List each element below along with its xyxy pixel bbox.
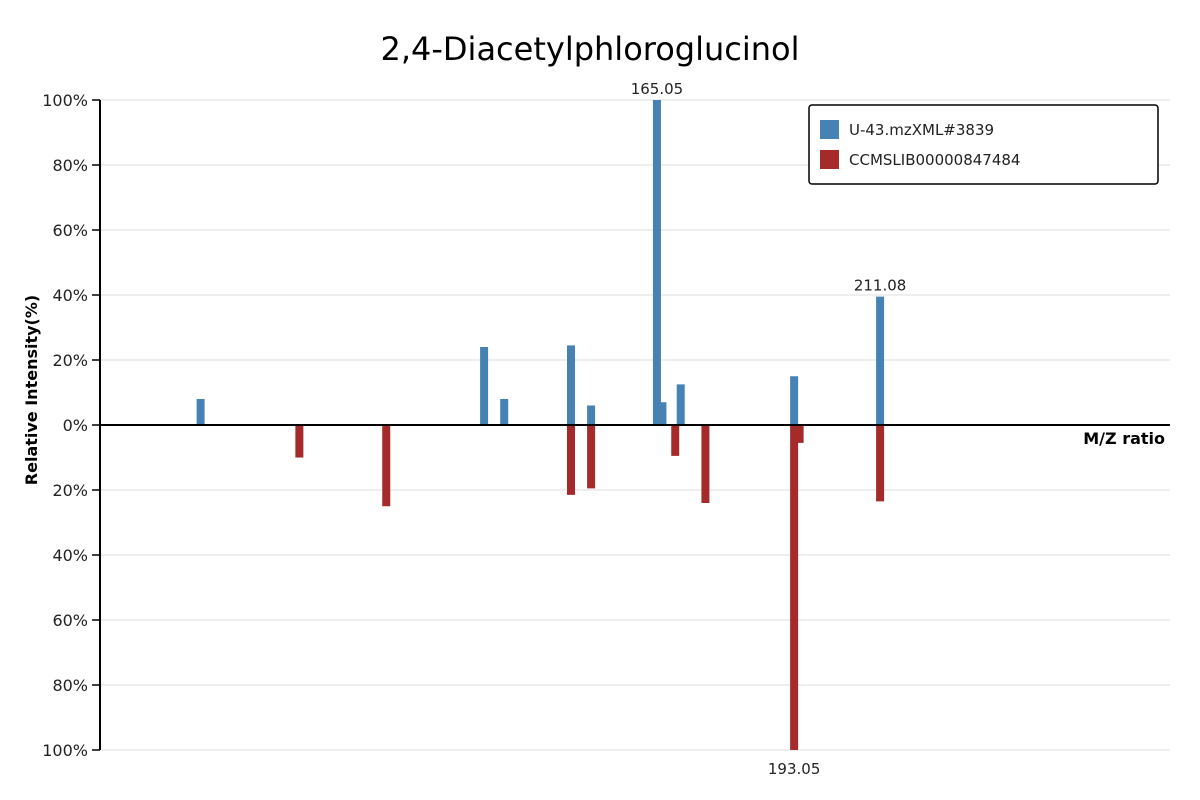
library-peak-bar [876,425,885,502]
library-peak-bar [566,425,575,495]
query-peak-bar [196,399,205,425]
y-tick-label: 100% [42,91,88,110]
library-peak-bar [790,425,799,750]
query-peak-bar [652,100,661,425]
y-tick-label: 100% [42,741,88,760]
library-peak-bar [587,425,596,489]
y-axis-title: Relative Intensity(%) [22,295,41,485]
y-tick-label: 0% [63,416,88,435]
peak-labels: 165.05 211.08 193.05 [631,80,907,778]
y-tick-label: 20% [52,481,88,500]
library-peak-bar [295,425,304,458]
y-tick-label: 40% [52,286,88,305]
library-peak-bar [671,425,680,456]
y-tick-label: 60% [52,221,88,240]
peak-label: 165.05 [631,80,684,98]
y-tick-label: 80% [52,676,88,695]
query-peak-bar [587,405,596,425]
peak-bars [196,100,885,750]
legend-label-series-1: U-43.mzXML#3839 [849,121,994,139]
chart-title: 2,4-Diacetylphloroglucinol [380,30,799,68]
library-peak-bar [701,425,710,503]
legend-box [808,104,1159,185]
library-peak-bar [382,425,391,507]
query-peak-bar [790,376,799,425]
query-peak-bar [658,402,667,425]
grid-lines [100,99,1170,751]
y-tick-labels: 100% 80% 60% 40% 20% 0% 20% 40% 60% 80% 100% [42,91,100,760]
y-tick-label: 20% [52,351,88,370]
legend-swatch-series-2 [820,150,839,169]
y-tick-label: 60% [52,611,88,630]
query-peak-bar [500,399,509,425]
legend: U-43.mzXML#3839 CCMSLIB00000847484 [808,104,1159,185]
library-peak-bar [795,425,804,443]
legend-label-series-2: CCMSLIB00000847484 [849,151,1020,169]
axes [99,100,1170,750]
y-tick-label: 80% [52,156,88,175]
peak-label: 193.05 [768,760,821,778]
x-axis-title: M/Z ratio [1083,429,1165,448]
y-tick-label: 40% [52,546,88,565]
query-peak-bar [876,296,885,425]
legend-swatch-series-1 [820,120,839,139]
peak-label: 211.08 [854,277,907,295]
query-peak-bar [676,384,685,425]
query-peak-bar [566,345,575,425]
query-peak-bar [480,347,489,425]
